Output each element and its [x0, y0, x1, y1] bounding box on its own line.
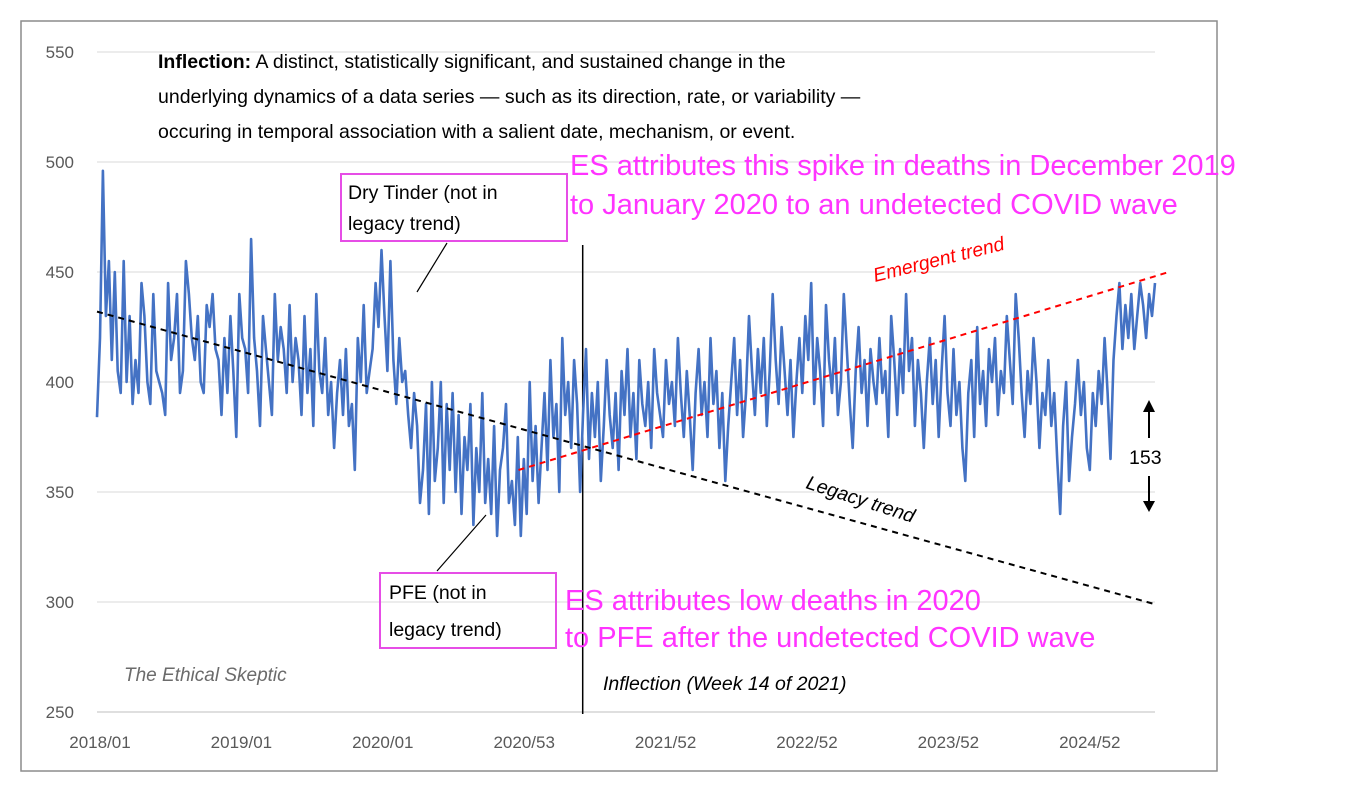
y-tick-label: 550 [46, 43, 74, 62]
gap-arrow-down-head [1143, 501, 1155, 512]
definition-line-3: occuring in temporal association with a … [158, 121, 795, 143]
x-axis-ticks: 2018/01 2019/01 2020/01 2020/53 2021/52 2022/… [69, 733, 1120, 752]
watermark: The Ethical Skeptic [124, 665, 287, 686]
x-tick-label: 2019/01 [211, 733, 272, 752]
x-tick-label: 2020/53 [493, 733, 554, 752]
es-spike-line-2: to January 2020 to an undetected COVID w… [570, 189, 1178, 221]
dry-tinder-line-2: legacy trend) [348, 213, 461, 235]
y-tick-label: 450 [46, 263, 74, 282]
legacy-trend-line [96, 310, 1156, 606]
definition-bold: Inflection: [158, 51, 251, 73]
weekly-deaths-series [95, 169, 1157, 538]
dry-tinder-box [340, 173, 568, 242]
definition-line-1: Inflection: A distinct, statistically si… [158, 51, 786, 73]
pfe-line-2: legacy trend) [389, 619, 502, 641]
gridlines [97, 51, 1155, 603]
x-tick-label: 2023/52 [918, 733, 979, 752]
es-low-line-1: ES attributes low deaths in 2020 [565, 585, 981, 617]
plot-area [95, 169, 1170, 606]
y-axis-ticks: 550 500 450 400 350 300 250 [46, 43, 74, 722]
es-spike-line-1: ES attributes this spike in deaths in De… [570, 150, 1236, 182]
y-tick-label: 250 [46, 703, 74, 722]
definition-line-2: underlying dynamics of a data series — s… [158, 86, 861, 108]
pfe-line-1: PFE (not in [389, 582, 487, 604]
definition-line-1-text: A distinct, statistically significant, a… [251, 51, 785, 73]
x-tick-label: 2024/52 [1059, 733, 1120, 752]
es-low-line-2: to PFE after the undetected COVID wave [565, 622, 1095, 654]
gap-arrow-up-head [1143, 400, 1155, 412]
y-tick-label: 400 [46, 373, 74, 392]
y-tick-label: 500 [46, 153, 74, 172]
dry-tinder-pointer [416, 242, 448, 293]
gap-value-label: 153 [1129, 447, 1162, 469]
x-tick-label: 2021/52 [635, 733, 696, 752]
pfe-box [379, 572, 557, 649]
x-tick-label: 2022/52 [776, 733, 837, 752]
emergent-trend-line [518, 271, 1170, 471]
x-tick-label: 2020/01 [352, 733, 413, 752]
pfe-pointer [436, 514, 487, 572]
y-tick-label: 300 [46, 593, 74, 612]
x-tick-label: 2018/01 [69, 733, 130, 752]
y-tick-label: 350 [46, 483, 74, 502]
dry-tinder-line-1: Dry Tinder (not in [348, 182, 498, 204]
inflection-label: Inflection (Week 14 of 2021) [603, 673, 847, 695]
